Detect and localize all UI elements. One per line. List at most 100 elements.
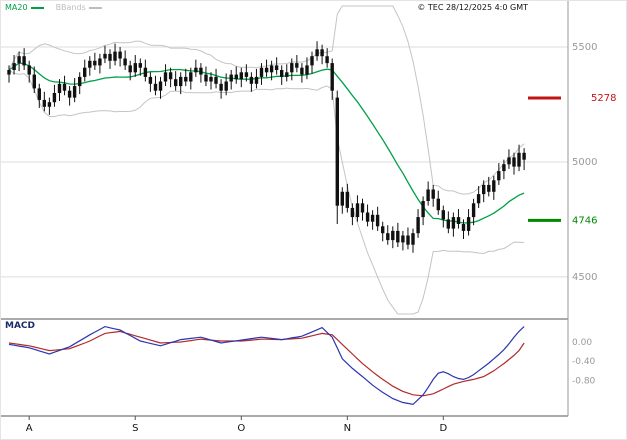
candle-body — [138, 63, 142, 68]
candle-body — [259, 67, 264, 77]
legend-item-ma20: MA20 — [5, 3, 44, 13]
candle-body — [502, 164, 506, 172]
candle-body — [57, 83, 62, 93]
candle-body — [118, 51, 122, 59]
candle-body — [199, 67, 203, 75]
candle-body — [517, 152, 521, 167]
macd-panel-label: MACD — [5, 321, 35, 331]
candle-body — [274, 65, 279, 70]
candle-body — [300, 67, 304, 75]
candle-body — [375, 214, 380, 227]
candle-body — [113, 51, 117, 61]
candle-body — [143, 67, 148, 77]
candle-body — [305, 65, 309, 75]
macd-tick-label: -0.80 — [572, 376, 596, 386]
candle-body — [497, 171, 501, 181]
candle-body — [355, 203, 360, 218]
candle-body — [315, 49, 319, 57]
candle-body — [522, 152, 526, 160]
candle-body — [285, 72, 289, 77]
candle-body — [67, 90, 72, 98]
candle-body — [386, 233, 390, 241]
candle-body — [249, 76, 254, 84]
price-tick-label: 5500 — [572, 42, 597, 53]
candle-body — [416, 217, 420, 234]
copyright-notice: © TEC 28/12/2025 4:0 GMT — [417, 3, 528, 12]
candle-body — [7, 70, 11, 75]
candle-body — [209, 76, 213, 82]
candle-body — [158, 81, 163, 91]
candle-body — [487, 184, 491, 192]
candle-body — [189, 72, 193, 82]
chart-legend: MA20 BBands — [5, 3, 102, 13]
candle-body — [194, 67, 198, 73]
candle-body — [466, 217, 471, 231]
ma20-line — [8, 62, 525, 224]
candle-body — [456, 217, 461, 224]
candle-body — [446, 219, 450, 229]
candle-body — [396, 230, 400, 243]
candle-body — [47, 102, 52, 107]
ma20-line-swatch — [30, 7, 44, 9]
candle-body — [391, 230, 395, 241]
candle-body — [507, 157, 511, 165]
candle-body — [492, 180, 496, 192]
x-axis-label: N — [344, 423, 351, 434]
x-axis-label: S — [132, 423, 138, 434]
candle-body — [451, 217, 456, 229]
candle-body — [280, 70, 284, 77]
candle-body — [476, 194, 481, 204]
candle-body — [234, 74, 238, 80]
candle-body — [174, 79, 178, 87]
candle-body — [365, 212, 370, 222]
legend-bbands-label: BBands — [55, 3, 86, 12]
candle-body — [471, 203, 476, 218]
bollinger-upper-line — [8, 5, 525, 195]
candle-body — [98, 58, 102, 66]
candle-body — [512, 157, 516, 167]
candle-body — [310, 56, 314, 66]
candle-body — [431, 189, 435, 199]
candle-body — [133, 63, 137, 73]
macd-line — [8, 325, 525, 406]
candle-body — [441, 210, 445, 220]
candle-body — [264, 67, 269, 73]
candle-body — [83, 67, 87, 77]
candle-body — [108, 53, 112, 61]
candle-body — [426, 189, 430, 201]
candle-body — [72, 86, 77, 98]
candle-body — [168, 72, 173, 80]
candle-body — [17, 56, 21, 64]
candle-body — [411, 233, 415, 245]
candle-body — [340, 191, 344, 206]
candle-body — [421, 201, 425, 218]
candle-body — [482, 184, 486, 195]
candle-body — [42, 99, 46, 107]
candle-body — [78, 76, 82, 87]
candle-body — [179, 76, 183, 87]
candle-body — [350, 207, 355, 218]
candle-body — [32, 74, 36, 89]
x-axis-label: D — [439, 423, 447, 434]
candle-body — [204, 74, 208, 82]
candle-body — [254, 76, 259, 84]
candle-body — [224, 81, 228, 91]
candle-body — [269, 65, 274, 73]
candle-body — [62, 83, 67, 91]
candle-body — [381, 226, 385, 234]
candle-body — [436, 198, 440, 211]
candle-body — [37, 88, 41, 100]
macd-tick-label: 0.00 — [572, 338, 592, 348]
candle-body — [401, 235, 405, 243]
candle-body — [330, 63, 334, 91]
candle-body — [239, 72, 243, 80]
legend-item-bbands: BBands — [56, 3, 102, 13]
bollinger-lower-line — [8, 69, 525, 315]
candle-body — [148, 76, 153, 84]
x-axis-label: O — [237, 423, 245, 434]
macd-signal-line — [8, 330, 525, 397]
candle-body — [214, 76, 218, 84]
candle-body — [123, 58, 127, 66]
